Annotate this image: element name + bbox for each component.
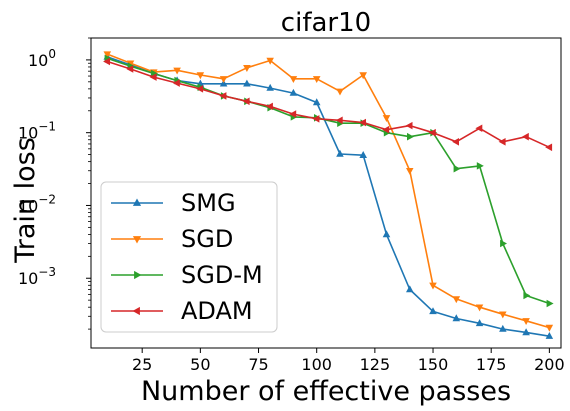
data-point-sgd [243, 65, 251, 72]
data-point-smg [359, 151, 367, 158]
legend-entry-sgd: SGD [111, 225, 233, 253]
data-point-smg [499, 324, 507, 332]
data-point-sgd [219, 76, 228, 83]
series-adam [103, 57, 553, 152]
data-point-sgd-m [546, 299, 554, 308]
data-point-adam [359, 118, 366, 127]
x-tick-label: 75 [248, 355, 268, 374]
data-point-adam [545, 143, 553, 152]
data-point-sgd [103, 51, 112, 59]
legend-entry-smg: SMG [111, 189, 236, 217]
data-point-sgd [406, 168, 414, 175]
legend-label-adam: ADAM [181, 297, 253, 325]
axes-frame [90, 37, 562, 349]
legend-label-sgd-m: SGD-M [181, 261, 263, 289]
data-point-adam [475, 124, 483, 132]
data-point-adam [196, 85, 204, 93]
legend-label-sgd: SGD [181, 225, 233, 253]
data-point-smg [545, 332, 554, 339]
data-point-smg [452, 314, 461, 322]
legend-entry-sgd-m: SGD-M [111, 261, 263, 289]
data-point-adam [266, 102, 273, 111]
data-point-sgd [545, 324, 554, 332]
legend-entry-adam: ADAM [111, 297, 253, 325]
data-point-adam [452, 138, 459, 146]
data-point-sgd [452, 296, 461, 304]
data-point-adam [172, 79, 180, 87]
data-point-sgd [475, 304, 484, 312]
legend-marker-adam [132, 306, 140, 316]
data-point-smg [429, 307, 437, 315]
data-point-sgd [336, 88, 344, 96]
x-tick-label: 175 [476, 355, 507, 374]
legend-label-smg: SMG [181, 189, 236, 217]
y-tick-label: 10−3 [18, 265, 56, 288]
data-point-sgd-m [407, 132, 414, 141]
x-tick-label: 150 [418, 355, 449, 374]
legend-box [100, 181, 278, 333]
x-tick-label: 50 [190, 355, 210, 374]
data-point-sgd [173, 67, 181, 75]
data-point-sgd-m [523, 291, 531, 300]
data-point-sgd [359, 72, 367, 80]
x-tick-label: 25 [132, 355, 152, 374]
data-point-sgd-m [476, 162, 484, 170]
data-point-sgd [289, 76, 298, 83]
data-point-sgd-m [500, 239, 507, 248]
data-point-adam [521, 132, 529, 141]
data-point-smg [406, 285, 414, 293]
data-point-adam [103, 57, 110, 66]
y-tick-exponent: 0 [48, 47, 56, 61]
data-point-adam [382, 125, 390, 134]
y-axis-label: Train loss [10, 137, 41, 264]
series-line-adam [107, 60, 550, 149]
data-point-smg [289, 88, 298, 96]
data-point-sgd [382, 115, 391, 122]
data-point-adam [242, 97, 250, 106]
x-tick-label: 125 [360, 355, 391, 374]
data-point-smg [312, 98, 321, 106]
data-point-sgd [196, 72, 205, 80]
series-line-sgd-m [107, 57, 550, 305]
data-point-smg [475, 319, 484, 327]
x-axis-label: Number of effective passes [141, 376, 511, 407]
data-point-adam [428, 128, 436, 137]
data-point-adam [498, 138, 506, 146]
x-tick-label: 200 [534, 355, 565, 374]
data-point-adam [335, 116, 343, 125]
data-point-sgd [522, 318, 530, 325]
data-point-adam [219, 92, 227, 100]
data-point-adam [126, 65, 134, 73]
data-point-adam [289, 110, 297, 118]
y-tick-exponent: −3 [38, 265, 56, 279]
series-layer [103, 51, 554, 339]
y-tick-label: 100 [28, 47, 56, 70]
data-point-sgd [429, 282, 437, 290]
x-tick-label: 100 [301, 355, 332, 374]
y-tick-exponent: −1 [38, 120, 56, 134]
data-point-sgd-m [453, 164, 461, 173]
data-point-smg [336, 149, 344, 157]
data-point-smg [219, 79, 228, 87]
series-sgd [103, 51, 554, 332]
data-point-adam [149, 73, 157, 81]
data-point-smg [243, 79, 251, 87]
data-point-smg [382, 230, 391, 238]
chart-title: cifar10 [281, 8, 371, 38]
data-point-smg [266, 83, 274, 91]
legend-marker-smg [132, 198, 142, 206]
legend: SMG SGD SGD-M ADAM [100, 181, 278, 333]
data-point-smg [522, 328, 530, 336]
data-point-adam [405, 121, 413, 130]
legend-marker-sgd-m [134, 270, 142, 280]
data-point-sgd [266, 57, 274, 65]
data-point-sgd [499, 311, 507, 319]
y-tick-exponent: −2 [38, 192, 56, 206]
series-line-sgd [107, 53, 550, 329]
legend-marker-sgd [132, 236, 142, 244]
data-point-adam [312, 115, 320, 123]
data-point-sgd [312, 76, 321, 83]
